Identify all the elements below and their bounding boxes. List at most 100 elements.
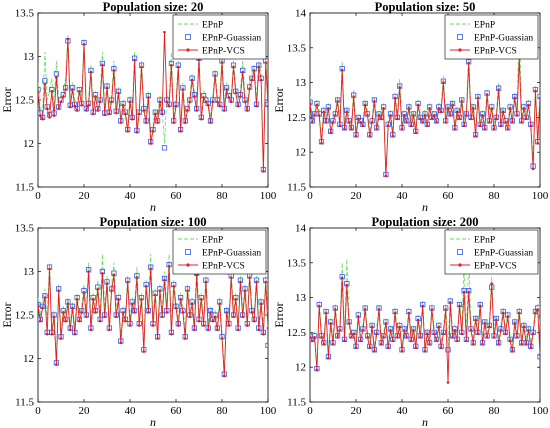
data-point-vcs — [209, 311, 212, 314]
legend-label: EPnP-VCS — [474, 261, 517, 271]
y-tick-label: 14 — [295, 223, 307, 235]
data-point-vcs — [485, 335, 489, 339]
data-point-vcs — [508, 107, 512, 110]
data-point-vcs — [223, 109, 226, 112]
data-point-vcs — [259, 78, 263, 82]
data-point-vcs — [414, 346, 418, 350]
data-point-vcs — [147, 96, 150, 99]
data-point-vcs — [416, 103, 420, 107]
y-axis-label: Error — [272, 87, 286, 112]
data-point-vcs — [412, 114, 415, 117]
y-tick-label: 11.5 — [287, 397, 306, 409]
data-point-vcs — [250, 78, 254, 82]
y-tick-label: 13.5 — [287, 257, 307, 269]
data-point-vcs — [64, 88, 67, 91]
data-point-vcs — [529, 124, 533, 128]
data-point-vcs — [112, 69, 116, 72]
legend-swatch-guassian — [457, 249, 463, 255]
series-group — [310, 19, 540, 178]
legend-box — [444, 14, 539, 60]
data-point-vcs — [437, 107, 441, 110]
data-point-vcs — [75, 298, 79, 301]
data-point-vcs — [126, 130, 129, 133]
data-point-vcs — [400, 127, 404, 131]
data-point-vcs — [200, 117, 203, 121]
data-point-vcs — [340, 68, 344, 72]
data-point-vcs — [160, 112, 164, 116]
data-point-vcs — [320, 335, 323, 339]
data-point-vcs — [377, 114, 381, 117]
data-point-vcs — [234, 91, 238, 95]
data-point-vcs — [206, 103, 210, 107]
data-point-vcs — [39, 114, 42, 117]
data-point-vcs — [442, 332, 445, 336]
legend-label: EPnP-Guassian — [202, 33, 261, 43]
data-point-vcs — [407, 311, 411, 315]
data-point-vcs — [96, 109, 100, 112]
data-point-vcs — [361, 329, 365, 332]
data-point-vcs — [350, 127, 353, 131]
data-point-vcs — [495, 117, 498, 121]
data-point-vcs — [236, 328, 240, 332]
data-point-vcs — [43, 83, 47, 86]
data-point-vcs — [183, 337, 187, 340]
data-point-vcs — [110, 100, 113, 104]
data-point-vcs — [78, 319, 81, 323]
legend-swatch-vcs-dot — [458, 263, 462, 267]
data-point-vcs — [259, 302, 263, 305]
data-point-vcs — [68, 105, 72, 109]
y-tick-label: 13 — [23, 51, 35, 63]
data-point-vcs — [186, 109, 189, 112]
chart-panel-2: 0 20 40 60 80 100 11.5 12 12.5 13 13.5 14 Population… — [272, 0, 549, 214]
data-point-vcs — [45, 332, 49, 336]
data-point-vcs — [232, 65, 235, 69]
data-point-vcs — [373, 349, 376, 353]
data-point-vcs — [133, 311, 136, 314]
data-point-vcs — [190, 78, 194, 82]
data-point-vcs — [423, 114, 427, 117]
data-point-vcs — [101, 63, 104, 67]
data-point-vcs — [490, 107, 494, 110]
legend-swatch-vcs-dot — [186, 263, 190, 267]
data-point-vcs — [426, 124, 429, 128]
data-point-vcs — [131, 302, 134, 305]
data-point-vcs — [229, 276, 233, 279]
data-point-vcs — [126, 280, 129, 284]
y-tick-label: 12 — [295, 362, 306, 374]
data-point-vcs — [380, 117, 383, 121]
data-point-vcs — [64, 319, 67, 323]
data-point-vcs — [101, 271, 104, 275]
data-point-vcs — [183, 121, 187, 124]
data-point-vcs — [366, 114, 369, 117]
data-point-vcs — [343, 127, 346, 131]
data-point-vcs — [469, 117, 473, 121]
x-axis-label: n — [422, 415, 428, 428]
data-point-vcs — [515, 114, 519, 117]
data-point-vcs — [465, 339, 468, 343]
data-point-vcs — [538, 96, 540, 100]
data-point-vcs — [195, 109, 198, 112]
data-point-vcs — [112, 273, 116, 277]
data-point-vcs — [218, 302, 221, 305]
data-point-vcs — [80, 311, 83, 314]
data-point-vcs — [497, 342, 500, 346]
legend-label: EPnP-Guassian — [202, 248, 261, 258]
data-point-vcs — [499, 329, 503, 332]
data-point-vcs — [121, 311, 125, 314]
data-point-vcs — [91, 298, 95, 301]
y-tick-label: 12.5 — [15, 310, 35, 322]
data-point-vcs — [48, 267, 51, 271]
data-point-vcs — [347, 322, 351, 325]
data-point-vcs — [243, 100, 247, 104]
data-point-vcs — [311, 120, 314, 124]
data-point-vcs — [57, 289, 60, 292]
data-point-vcs — [336, 100, 339, 103]
data-point-vcs — [416, 318, 420, 322]
data-point-vcs — [248, 87, 251, 90]
data-point-vcs — [350, 335, 353, 339]
data-point-vcs — [66, 302, 70, 305]
legend-box — [172, 14, 267, 60]
data-point-vcs — [243, 289, 247, 292]
legend-box — [172, 229, 267, 275]
data-point-vcs — [91, 112, 95, 116]
